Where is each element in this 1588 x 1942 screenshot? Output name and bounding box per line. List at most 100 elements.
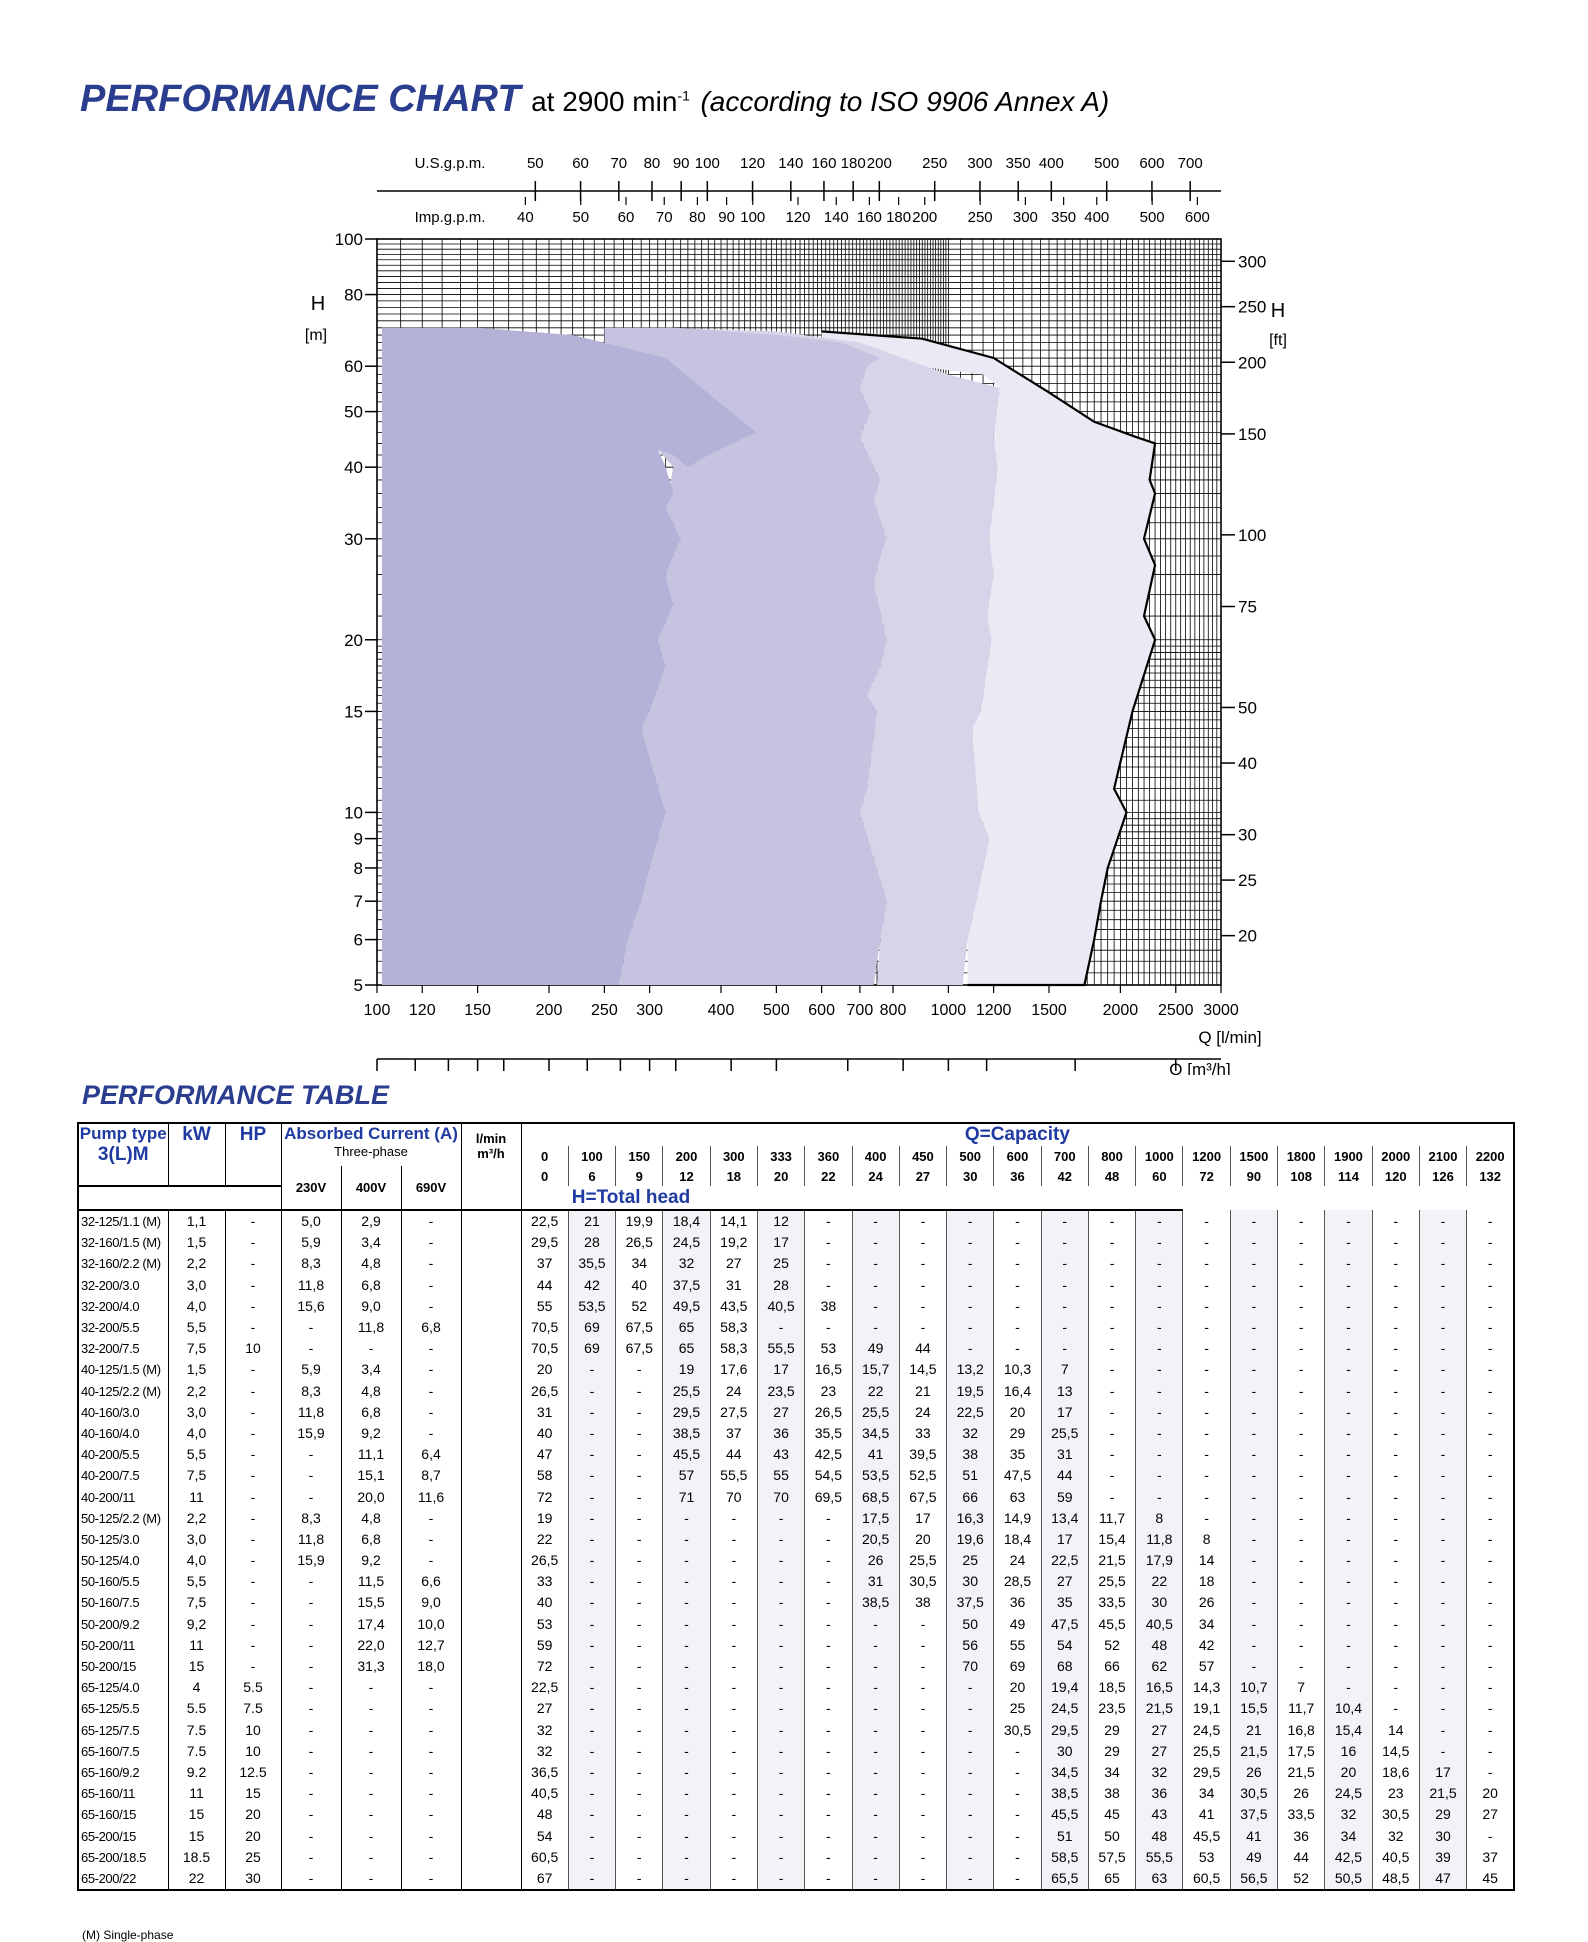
- head-value-cell: -: [1418, 1465, 1467, 1487]
- table-row: 65-160/9.2 9.2 12.5- - -36,5- - - - - - - - - -34,5 34…: [78, 1761, 1515, 1784]
- head-value-cell: -: [615, 1592, 663, 1614]
- kw-cell: 15: [168, 1825, 226, 1847]
- head-value-cell: -: [1182, 1338, 1231, 1360]
- head-value-cell: 65,5: [1040, 1867, 1089, 1890]
- head-value-cell: 16,8: [1277, 1719, 1325, 1741]
- head-value-cell: 58: [536, 1467, 553, 1484]
- ft-tick-label: 150: [1238, 425, 1266, 444]
- head-value-cell: 65: [662, 1338, 711, 1360]
- head-value-cell: -: [1371, 1634, 1420, 1656]
- head-value-cell: 62: [1135, 1655, 1183, 1678]
- x-tick-label: 800: [880, 1002, 907, 1019]
- a400-cell: 11,8: [341, 1316, 402, 1339]
- a230-cell: -: [281, 1465, 342, 1487]
- head-value-cell: -: [567, 1592, 616, 1614]
- pump-type-header: Pump type 3(L)M: [78, 1123, 169, 1187]
- head-value-cell: 70: [756, 1486, 805, 1508]
- spacer-cell: [461, 1274, 522, 1296]
- head-value-cell: 29: [1418, 1804, 1467, 1826]
- head-value-cell: -: [567, 1528, 616, 1550]
- head-value-cell: -: [567, 1634, 616, 1656]
- head-value-cell: 17: [1040, 1401, 1089, 1423]
- x-tick-label: 3000: [1203, 1002, 1239, 1019]
- head-value-cell: 55: [756, 1465, 805, 1487]
- pump-type-cell: 32-200/5.5: [78, 1316, 169, 1339]
- head-value-cell: -: [898, 1719, 947, 1741]
- a230-cell: 15,9: [281, 1422, 342, 1445]
- ft-axis-unit: [ft]: [1269, 332, 1287, 349]
- head-value-cell: -: [804, 1698, 852, 1720]
- head-value-cell: 50: [946, 1613, 994, 1635]
- head-value-cell: -: [804, 1740, 852, 1762]
- kw-cell: 3,0: [168, 1274, 226, 1296]
- head-value-cell: -: [1418, 1444, 1467, 1466]
- head-value-cell: 58,3: [709, 1316, 758, 1339]
- a400-cell: -: [341, 1783, 402, 1805]
- head-value-cell: 34: [615, 1253, 663, 1275]
- head-value-cell: -: [1182, 1507, 1231, 1529]
- head-value-cell: 48: [1135, 1634, 1183, 1656]
- head-value-cell: -: [946, 1825, 994, 1847]
- a690-cell: 6,8: [401, 1316, 462, 1339]
- head-value-cell: -: [1277, 1655, 1325, 1678]
- head-value-cell: -: [898, 1613, 947, 1635]
- impgpm-tick-label: 300: [1013, 209, 1038, 226]
- a230-cell: 11,8: [281, 1401, 342, 1423]
- head-value-cell: -: [1229, 1210, 1278, 1233]
- a230-cell: 5,0: [281, 1210, 342, 1233]
- head-value-cell: 66: [1087, 1655, 1136, 1678]
- head-value-cell: 67: [536, 1869, 553, 1886]
- usgpm-tick-label: 80: [644, 155, 661, 172]
- head-value-cell: -: [615, 1528, 663, 1550]
- head-value-cell: -: [851, 1719, 900, 1741]
- head-value-cell: -: [851, 1634, 900, 1656]
- head-value-cell: -: [804, 1507, 852, 1529]
- a690-cell: -: [401, 1380, 462, 1402]
- a690-cell: -: [401, 1825, 462, 1847]
- head-value-cell: 67,5: [615, 1338, 663, 1360]
- head-value-cell: -: [993, 1210, 1042, 1233]
- head-value-cell: 40,5: [1371, 1846, 1420, 1868]
- head-value-cell: 49,5: [662, 1295, 711, 1317]
- head-value-cell: 58,3: [709, 1338, 758, 1360]
- head-value-cell: -: [709, 1698, 758, 1720]
- head-value-cell: 40: [536, 1424, 553, 1441]
- a690-cell: -: [401, 1528, 462, 1550]
- performance-table-wrap: Pump type 3(L)M kW HP Absorbed Current (A) Th…: [77, 1122, 1516, 1891]
- pump-type-cell: 65-160/7.5: [78, 1740, 169, 1762]
- ft-tick-label: 30: [1238, 826, 1257, 845]
- head-value-cell: 31: [709, 1274, 758, 1296]
- spacer-cell: [461, 1677, 522, 1699]
- kw-cell: 1,1: [168, 1210, 226, 1233]
- head-value-cell: -: [1466, 1444, 1515, 1466]
- x-tick-label: 1200: [976, 1002, 1012, 1019]
- head-value-cell: 59: [1040, 1486, 1089, 1508]
- q-lmin-value: 1200: [1182, 1146, 1231, 1166]
- head-value-cell: 25: [756, 1253, 805, 1275]
- head-value-cell: -: [804, 1761, 852, 1784]
- head-value-cell: 22: [536, 1530, 553, 1547]
- head-value-cell: 35,5: [804, 1422, 852, 1445]
- head-value-cell: 18,4: [993, 1528, 1042, 1550]
- a230-cell: -: [281, 1655, 342, 1678]
- a400-cell: 6,8: [341, 1528, 402, 1550]
- a230-cell: 8,3: [281, 1253, 342, 1275]
- head-value-cell: 55,5: [756, 1338, 805, 1360]
- head-value-cell: -: [1277, 1210, 1325, 1233]
- a400-cell: 31,3: [341, 1655, 402, 1678]
- q-lmin-value: 0: [541, 1148, 549, 1164]
- head-value-cell: 58,5: [1040, 1846, 1089, 1868]
- three-phase-label: Three-phase: [334, 1144, 408, 1159]
- head-value-cell: -: [1135, 1210, 1183, 1233]
- head-value-cell: 55,5: [709, 1465, 758, 1487]
- head-value-cell: -: [1182, 1486, 1231, 1508]
- head-value-cell: -: [1466, 1550, 1515, 1572]
- head-value-cell: 28: [756, 1274, 805, 1296]
- a230-cell: -: [281, 1783, 342, 1805]
- a690-cell: -: [401, 1422, 462, 1445]
- head-value-cell: -: [1229, 1550, 1278, 1572]
- a690-cell: -: [401, 1740, 462, 1762]
- head-value-cell: -: [662, 1655, 711, 1678]
- head-value-cell: -: [1277, 1380, 1325, 1402]
- head-value-cell: 54: [1040, 1634, 1089, 1656]
